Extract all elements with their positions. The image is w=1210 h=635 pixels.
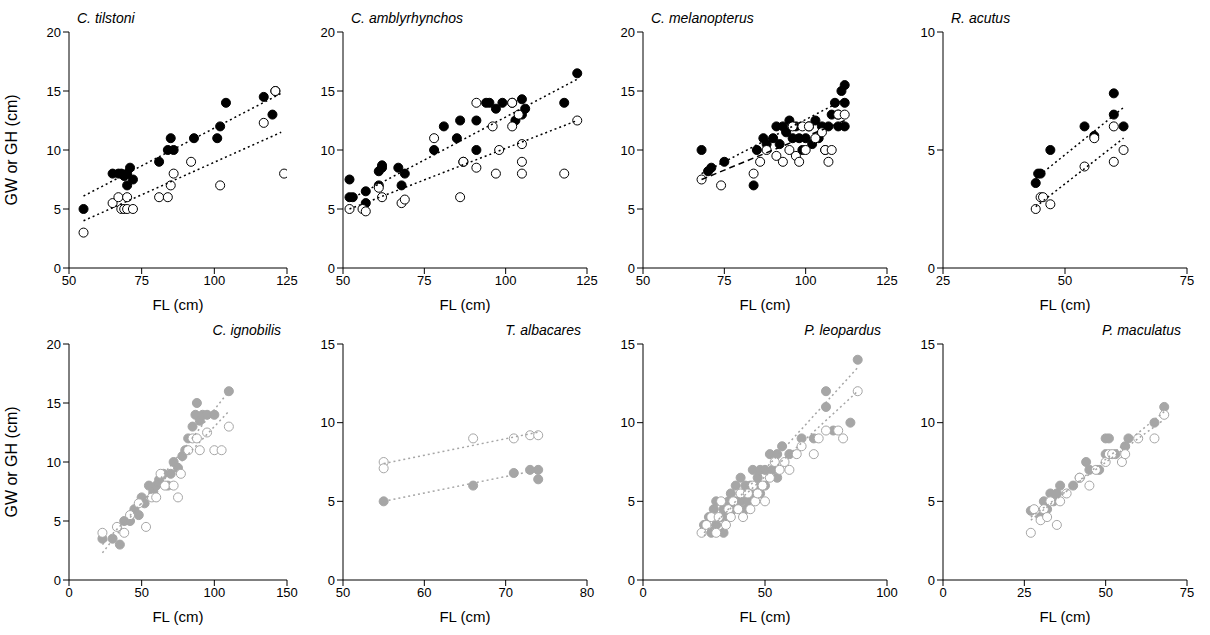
svg-text:75: 75 — [1180, 585, 1194, 600]
svg-text:GW or GH (cm): GW or GH (cm) — [3, 406, 20, 517]
svg-text:GW or GH (cm): GW or GH (cm) — [3, 94, 20, 205]
svg-text:10: 10 — [47, 455, 61, 470]
svg-text:80: 80 — [580, 585, 594, 600]
svg-text:15: 15 — [47, 84, 61, 99]
svg-text:FL (cm): FL (cm) — [739, 296, 790, 313]
svg-text:70: 70 — [498, 585, 512, 600]
svg-text:100: 100 — [203, 585, 225, 600]
svg-text:50: 50 — [1058, 273, 1072, 288]
svg-text:0: 0 — [54, 261, 61, 276]
svg-text:75: 75 — [1180, 273, 1194, 288]
svg-text:50: 50 — [336, 585, 350, 600]
html-text:T. albacares: T. albacares — [505, 322, 581, 338]
svg-text:0: 0 — [628, 261, 635, 276]
svg-text:FL (cm): FL (cm) — [152, 296, 203, 313]
svg-text:10: 10 — [921, 25, 935, 40]
svg-text:50: 50 — [62, 273, 76, 288]
svg-text:10: 10 — [921, 415, 935, 430]
svg-text:5: 5 — [628, 494, 635, 509]
svg-text:0: 0 — [928, 261, 935, 276]
svg-text:FL (cm): FL (cm) — [439, 608, 490, 625]
svg-text:100: 100 — [795, 273, 817, 288]
svg-text:50: 50 — [636, 273, 650, 288]
svg-text:5: 5 — [628, 202, 635, 217]
svg-text:FL (cm): FL (cm) — [1039, 608, 1090, 625]
svg-text:15: 15 — [321, 337, 335, 352]
svg-text:5: 5 — [54, 514, 61, 529]
svg-text:25: 25 — [1017, 585, 1031, 600]
svg-text:0: 0 — [328, 573, 335, 588]
svg-text:0: 0 — [65, 585, 72, 600]
svg-text:15: 15 — [47, 396, 61, 411]
svg-text:50: 50 — [336, 273, 350, 288]
svg-text:0: 0 — [628, 573, 635, 588]
svg-text:FL (cm): FL (cm) — [152, 608, 203, 625]
svg-text:50: 50 — [1098, 585, 1112, 600]
svg-text:5: 5 — [928, 143, 935, 158]
svg-text:10: 10 — [47, 143, 61, 158]
svg-text:5: 5 — [328, 494, 335, 509]
svg-text:10: 10 — [321, 415, 335, 430]
html-text:C. melanopterus: C. melanopterus — [651, 10, 754, 26]
svg-text:15: 15 — [621, 84, 635, 99]
svg-text:0: 0 — [328, 261, 335, 276]
svg-text:100: 100 — [495, 273, 517, 288]
svg-text:75: 75 — [417, 273, 431, 288]
html-text:C. amblyrhynchos: C. amblyrhynchos — [351, 10, 463, 26]
svg-text:75: 75 — [717, 273, 731, 288]
svg-text:100: 100 — [203, 273, 225, 288]
svg-text:125: 125 — [576, 273, 598, 288]
svg-text:25: 25 — [936, 273, 950, 288]
svg-text:15: 15 — [921, 337, 935, 352]
svg-text:FL (cm): FL (cm) — [739, 608, 790, 625]
svg-text:FL (cm): FL (cm) — [1039, 296, 1090, 313]
svg-text:10: 10 — [621, 143, 635, 158]
svg-text:15: 15 — [621, 337, 635, 352]
svg-text:0: 0 — [939, 585, 946, 600]
svg-text:10: 10 — [321, 143, 335, 158]
svg-text:0: 0 — [639, 585, 646, 600]
html-text:P. leopardus: P. leopardus — [804, 322, 881, 338]
svg-text:20: 20 — [621, 25, 635, 40]
svg-text:0: 0 — [928, 573, 935, 588]
svg-text:15: 15 — [321, 84, 335, 99]
svg-text:20: 20 — [47, 25, 61, 40]
svg-text:60: 60 — [417, 585, 431, 600]
svg-text:5: 5 — [328, 202, 335, 217]
svg-text:150: 150 — [276, 585, 298, 600]
svg-text:5: 5 — [928, 494, 935, 509]
svg-text:20: 20 — [321, 25, 335, 40]
svg-text:0: 0 — [54, 573, 61, 588]
svg-text:75: 75 — [134, 273, 148, 288]
svg-text:20: 20 — [47, 337, 61, 352]
svg-text:10: 10 — [621, 415, 635, 430]
svg-text:5: 5 — [54, 202, 61, 217]
html-text:C. ignobilis: C. ignobilis — [212, 322, 281, 338]
svg-text:125: 125 — [276, 273, 298, 288]
html-text:P. maculatus: P. maculatus — [1101, 322, 1181, 338]
html-text:C. tilstoni: C. tilstoni — [77, 10, 135, 26]
svg-text:100: 100 — [876, 585, 898, 600]
svg-text:FL (cm): FL (cm) — [439, 296, 490, 313]
svg-text:125: 125 — [876, 273, 898, 288]
html-text:R. acutus: R. acutus — [951, 10, 1011, 26]
svg-text:50: 50 — [758, 585, 772, 600]
svg-text:50: 50 — [134, 585, 148, 600]
